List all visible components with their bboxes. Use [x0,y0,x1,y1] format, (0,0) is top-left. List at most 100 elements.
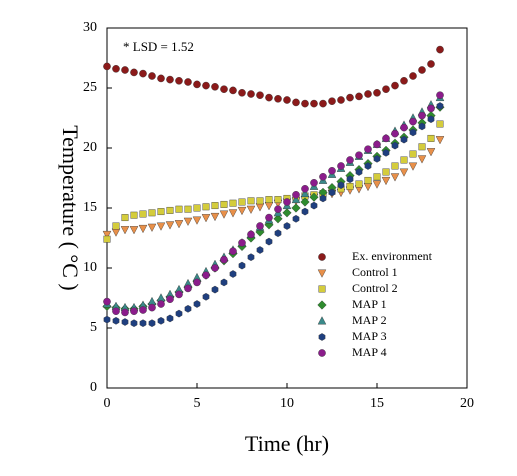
legend-label: Ex. environment [352,249,433,263]
data-point [400,77,408,85]
data-point [166,295,174,304]
data-point [301,184,309,193]
data-point [292,214,300,223]
data-point [408,162,418,171]
data-point [247,230,255,239]
legend-marker [318,333,326,341]
legend-label: Control 2 [352,281,398,295]
data-point [184,78,192,86]
data-point [184,205,192,213]
data-point [436,45,444,54]
data-point [148,319,156,328]
legend-marker [317,269,327,278]
data-point [417,155,427,164]
data-point [363,182,373,192]
data-point [229,86,237,95]
data-point [265,237,273,246]
data-point [274,95,282,103]
data-point [346,156,354,164]
data-point [219,210,229,219]
data-point [435,136,445,145]
data-point [211,264,219,272]
y-tick-label: 10 [83,260,97,275]
data-point [426,148,436,157]
y-tick-label: 0 [90,380,97,395]
data-point [355,151,363,159]
data-point [220,85,228,93]
data-point [210,212,220,222]
data-point [148,209,156,217]
data-point [246,205,256,214]
data-point [102,230,112,240]
data-point [310,99,318,108]
data-point [391,162,399,170]
data-point [112,316,120,325]
data-point [328,166,336,175]
data-point [121,308,129,317]
data-point [120,226,130,235]
data-point [436,91,444,99]
x-tick-label: 5 [194,396,201,411]
data-point [364,162,372,170]
data-point [265,93,273,102]
data-point [409,128,417,137]
data-point [309,192,319,202]
data-point [400,156,408,164]
data-point [192,216,202,225]
legend-label: MAP 1 [352,297,387,311]
data-point [220,200,228,208]
y-axis-title: Temperature ( °C ) [58,125,83,290]
data-point [255,203,265,212]
data-point [418,66,426,74]
data-point [256,222,264,230]
data-point [112,307,120,316]
data-point [184,304,192,313]
data-point [147,296,157,306]
annotation: * LSD = 1.52 [123,39,194,54]
data-point [283,96,291,104]
data-point [373,140,381,149]
data-point [346,175,354,184]
data-point [382,148,390,157]
data-point [427,104,435,113]
data-point [346,93,354,102]
data-point [201,214,211,223]
data-point [148,303,156,312]
data-point [202,203,210,211]
data-point [237,206,247,216]
legend-marker [318,285,326,293]
data-point [256,197,264,205]
data-point [373,154,381,163]
data-point [364,176,372,184]
data-point [346,182,354,190]
data-point [283,222,291,230]
data-point [436,120,444,128]
legend-label: MAP 4 [352,345,387,359]
y-tick-label: 20 [83,140,97,155]
data-point [273,214,283,224]
data-point [337,181,345,190]
data-point [193,80,201,89]
data-point [274,196,282,204]
data-point [373,89,381,97]
data-point [247,253,255,262]
data-point [193,278,201,287]
data-point [319,99,327,108]
legend-marker [318,349,326,357]
data-point [229,199,237,207]
data-point [292,190,300,199]
data-point [202,81,210,90]
data-point [391,141,399,150]
data-point [121,318,129,326]
data-point [381,176,391,186]
data-point [193,300,201,308]
data-point [372,180,382,189]
data-point [139,69,147,78]
data-point [184,284,192,293]
data-point [265,213,273,222]
data-point [148,72,156,80]
data-point [183,217,193,226]
x-axis-title: Time (hr) [245,431,329,456]
data-point [139,319,147,328]
data-point [103,297,111,306]
